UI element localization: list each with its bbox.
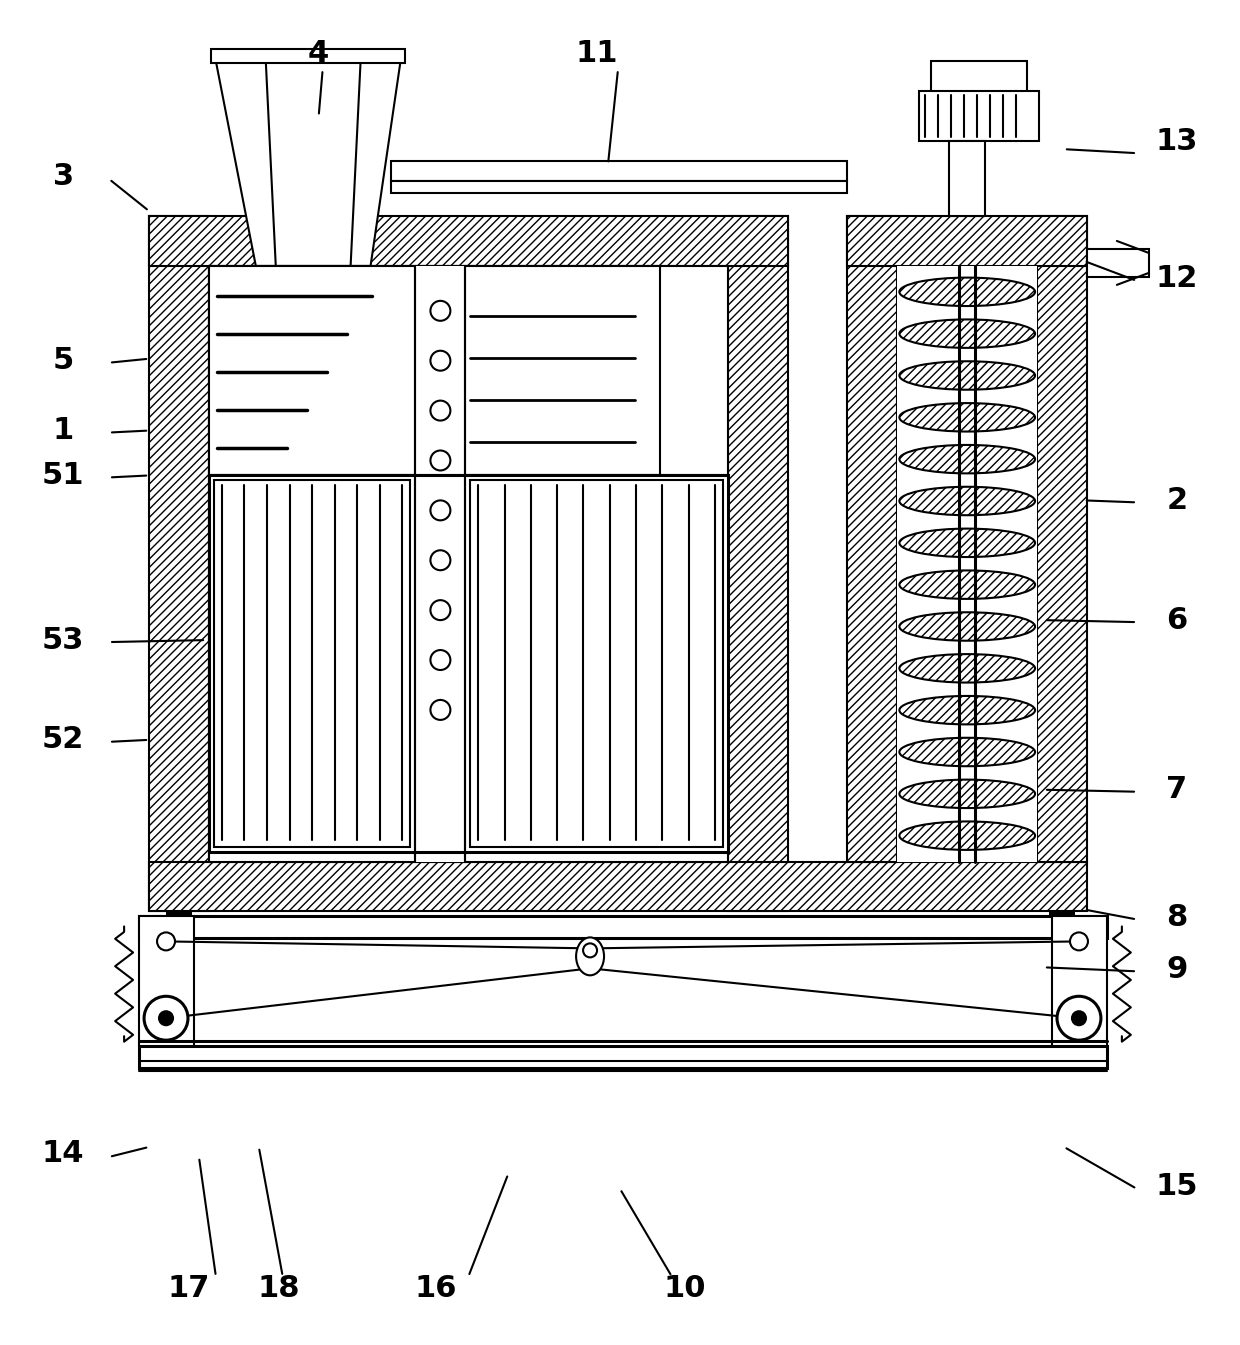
Text: 2: 2 (1166, 486, 1188, 515)
Ellipse shape (899, 612, 1035, 640)
Circle shape (1073, 1011, 1086, 1025)
Ellipse shape (899, 445, 1035, 473)
Circle shape (430, 600, 450, 620)
Text: 1: 1 (52, 416, 74, 445)
Circle shape (430, 351, 450, 371)
Bar (950, 141, 986, 217)
Ellipse shape (899, 695, 1035, 725)
Bar (1037, 217, 1087, 862)
Bar (415, 266, 465, 862)
Bar (139, 916, 193, 1046)
Text: 5: 5 (52, 346, 74, 375)
Text: 52: 52 (42, 725, 84, 755)
Bar (215, 480, 410, 846)
Text: 51: 51 (42, 461, 84, 490)
Ellipse shape (899, 780, 1035, 808)
Circle shape (430, 500, 450, 521)
Text: 18: 18 (258, 1274, 300, 1303)
Ellipse shape (899, 362, 1035, 390)
Ellipse shape (899, 529, 1035, 557)
Circle shape (430, 401, 450, 421)
Bar (898, 266, 1037, 862)
Ellipse shape (899, 738, 1035, 767)
Text: 15: 15 (1156, 1173, 1198, 1201)
Bar (211, 50, 405, 63)
Bar (149, 217, 208, 912)
Bar (139, 916, 1107, 939)
Bar (391, 182, 847, 194)
Text: 14: 14 (42, 1139, 84, 1169)
Bar (391, 161, 847, 182)
Text: 4: 4 (308, 39, 330, 67)
Circle shape (159, 1011, 174, 1025)
Text: 8: 8 (1166, 902, 1188, 932)
Circle shape (430, 650, 450, 670)
Text: 6: 6 (1166, 605, 1188, 635)
Bar (208, 475, 728, 851)
Circle shape (430, 301, 450, 321)
Text: 7: 7 (1166, 775, 1188, 804)
Bar (847, 217, 898, 862)
Text: 16: 16 (414, 1274, 456, 1303)
Bar (208, 266, 728, 862)
Circle shape (430, 550, 450, 570)
Ellipse shape (899, 822, 1035, 850)
Bar (728, 217, 787, 912)
Polygon shape (216, 62, 401, 266)
Bar (149, 862, 1087, 912)
Circle shape (1070, 932, 1087, 951)
Bar (1087, 249, 1148, 277)
Ellipse shape (899, 487, 1035, 515)
Bar (139, 1046, 1107, 1068)
Ellipse shape (577, 937, 604, 975)
Text: 53: 53 (42, 625, 84, 655)
Circle shape (430, 699, 450, 720)
Ellipse shape (899, 404, 1035, 432)
Text: 17: 17 (167, 1274, 210, 1303)
Bar (847, 217, 1087, 266)
Text: 9: 9 (1166, 955, 1188, 983)
Ellipse shape (899, 277, 1035, 307)
Text: 3: 3 (52, 161, 74, 191)
Circle shape (144, 997, 188, 1040)
Bar (1052, 916, 1107, 1046)
Ellipse shape (899, 319, 1035, 348)
Ellipse shape (899, 570, 1035, 599)
Circle shape (157, 932, 175, 951)
Circle shape (583, 943, 596, 958)
Bar (149, 217, 787, 266)
Bar (208, 266, 660, 475)
Bar (470, 480, 723, 846)
Bar (919, 91, 1039, 141)
Circle shape (430, 451, 450, 471)
Bar (931, 62, 1027, 93)
Text: 11: 11 (575, 39, 619, 67)
Ellipse shape (899, 654, 1035, 682)
Text: 13: 13 (1156, 126, 1198, 156)
Text: 10: 10 (663, 1274, 706, 1303)
Text: 12: 12 (1156, 265, 1198, 293)
Circle shape (1056, 997, 1101, 1040)
